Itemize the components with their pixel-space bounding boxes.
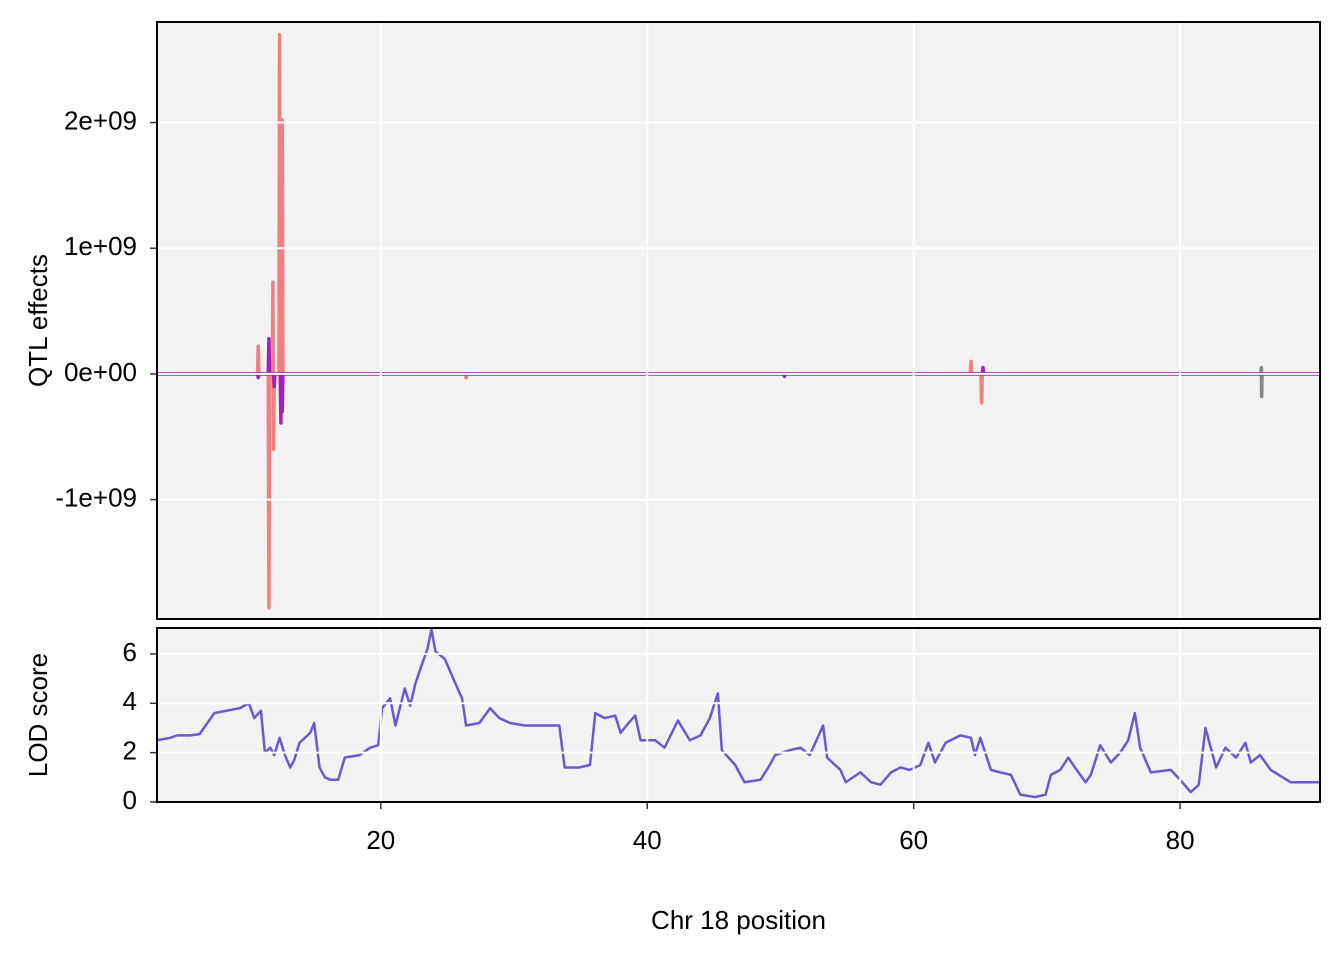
y-tick-label: 2 <box>123 736 137 766</box>
y-tick-label: 0 <box>123 785 137 815</box>
panel-background <box>157 22 1320 619</box>
x-axis-label: Chr 18 position <box>651 905 826 935</box>
y-tick-label: 1e+09 <box>64 231 137 261</box>
series-line <box>157 628 1320 799</box>
x-tick-label: 20 <box>366 825 395 855</box>
x-tick-label: 40 <box>633 825 662 855</box>
y-tick-label: 6 <box>123 637 137 667</box>
panel-border <box>156 21 1321 620</box>
y-axis-label: QTL effects <box>23 254 53 387</box>
panel-border <box>156 627 1321 803</box>
x-tick-label: 80 <box>1166 825 1195 855</box>
y-tick-label: 0e+00 <box>64 357 137 387</box>
y-tick-label: 2e+09 <box>64 105 137 135</box>
y-tick-label: 4 <box>123 686 137 716</box>
y-tick-label: -1e+09 <box>55 482 137 512</box>
x-tick-label: 60 <box>899 825 928 855</box>
panel <box>157 628 1320 799</box>
y-axis-label: LOD score <box>23 653 53 777</box>
